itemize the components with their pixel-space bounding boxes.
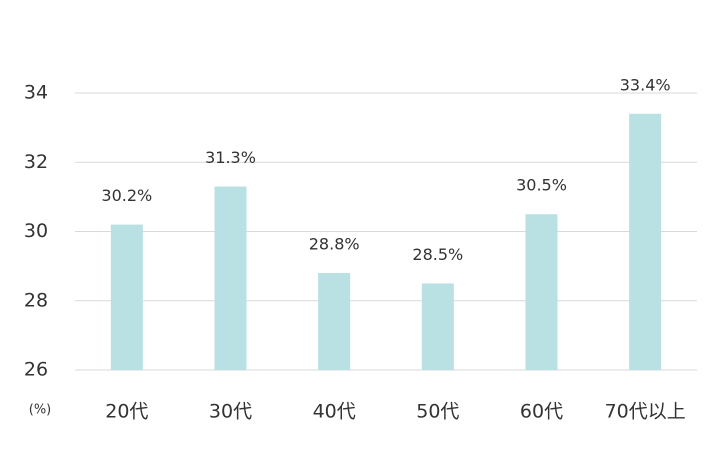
y-tick-label: 26 <box>24 359 48 381</box>
bar <box>629 113 662 371</box>
value-label: 31.3% <box>205 148 256 167</box>
bar <box>525 214 558 370</box>
bar <box>110 224 143 370</box>
x-tick-label: 20代 <box>105 401 148 423</box>
value-label: 30.2% <box>101 186 152 205</box>
bar <box>214 186 247 370</box>
x-tick-label: 30代 <box>209 401 252 423</box>
x-tick-label: 60代 <box>520 401 563 423</box>
value-label: 28.8% <box>309 235 360 254</box>
value-label: 28.5% <box>412 245 463 264</box>
x-tick-label: 50代 <box>416 401 459 423</box>
y-tick-label: 34 <box>24 82 48 104</box>
bar <box>318 273 351 370</box>
value-label: 30.5% <box>516 176 567 195</box>
bar <box>421 283 454 370</box>
y-tick-label: 30 <box>24 220 48 242</box>
y-tick-label: 32 <box>24 151 48 173</box>
y-tick-label: 28 <box>24 289 48 311</box>
x-tick-label: 70代以上 <box>605 401 686 423</box>
y-axis-unit: (%) <box>29 403 52 418</box>
value-label: 33.4% <box>620 75 671 94</box>
x-tick-label: 40代 <box>313 401 356 423</box>
